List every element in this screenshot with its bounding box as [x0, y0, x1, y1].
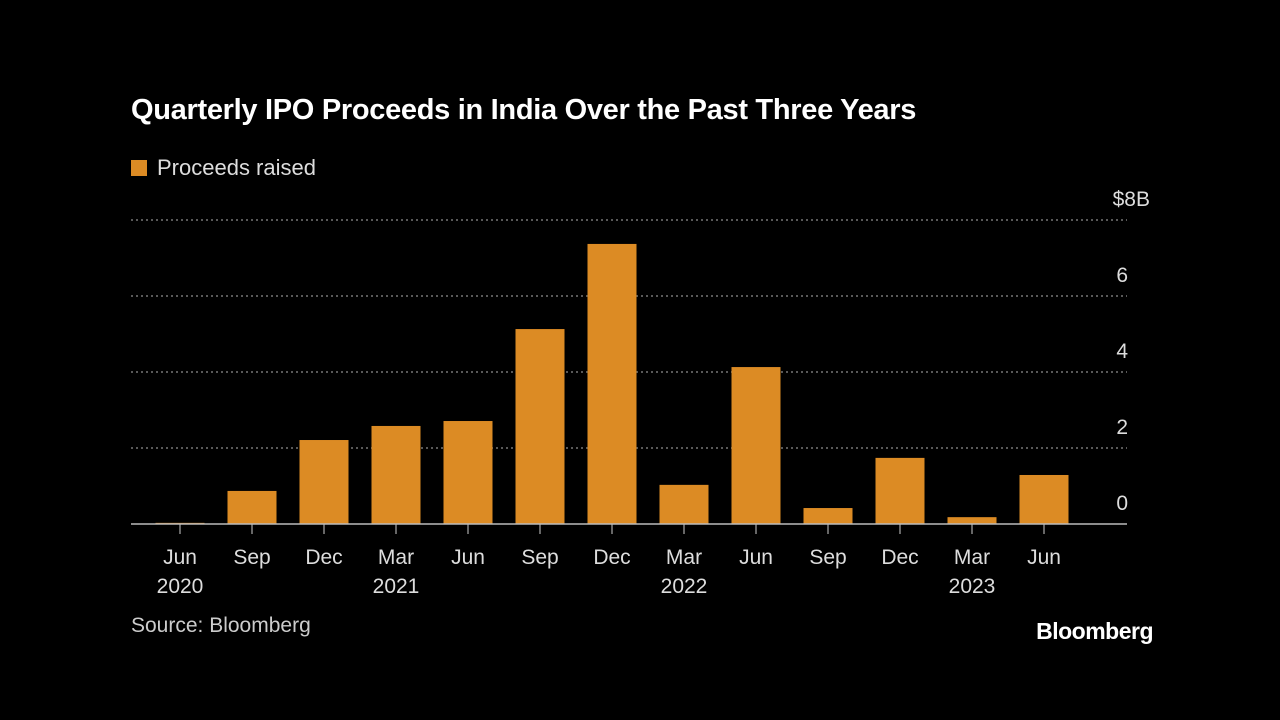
x-tick-year: 2021 — [373, 575, 420, 598]
x-tick-label: Sep — [521, 546, 558, 569]
bar — [299, 440, 349, 524]
x-tick-label: Mar — [378, 546, 414, 569]
x-tick-year: 2023 — [949, 575, 996, 598]
chart-title: Quarterly IPO Proceeds in India Over the… — [131, 94, 917, 126]
legend-swatch — [131, 160, 147, 176]
bar — [803, 508, 853, 524]
bar — [443, 421, 493, 524]
bar — [227, 490, 277, 524]
x-tick-label: Mar — [954, 546, 990, 569]
bar — [1019, 474, 1069, 524]
legend-label: Proceeds raised — [157, 155, 316, 180]
source-note: Source: Bloomberg — [131, 614, 311, 637]
y-tick-label: 4 — [1116, 340, 1128, 363]
bar — [731, 367, 781, 524]
bar — [587, 243, 637, 524]
bar — [515, 329, 565, 524]
x-tick-label: Jun — [451, 546, 485, 569]
x-tick-label: Mar — [666, 546, 702, 569]
x-tick-year: 2022 — [661, 575, 708, 598]
y-tick-label: 2 — [1116, 416, 1128, 439]
bloomberg-logo: Bloomberg — [1036, 618, 1153, 644]
bar — [947, 517, 997, 524]
y-tick-label: $8B — [1113, 188, 1150, 211]
legend: Proceeds raised — [131, 155, 316, 181]
x-tick-label: Dec — [881, 546, 918, 569]
x-tick-label: Dec — [305, 546, 342, 569]
bar — [659, 484, 709, 524]
x-tick-label: Sep — [233, 546, 270, 569]
x-tick-label: Sep — [809, 546, 846, 569]
x-tick-label: Dec — [593, 546, 630, 569]
x-tick-year: 2020 — [157, 575, 204, 598]
x-tick-label: Jun — [163, 546, 197, 569]
x-tick-label: Jun — [1027, 546, 1061, 569]
bar — [875, 457, 925, 524]
bar — [371, 425, 421, 524]
y-tick-label: 0 — [1116, 492, 1128, 515]
y-tick-label: 6 — [1116, 264, 1128, 287]
x-tick-label: Jun — [739, 546, 773, 569]
